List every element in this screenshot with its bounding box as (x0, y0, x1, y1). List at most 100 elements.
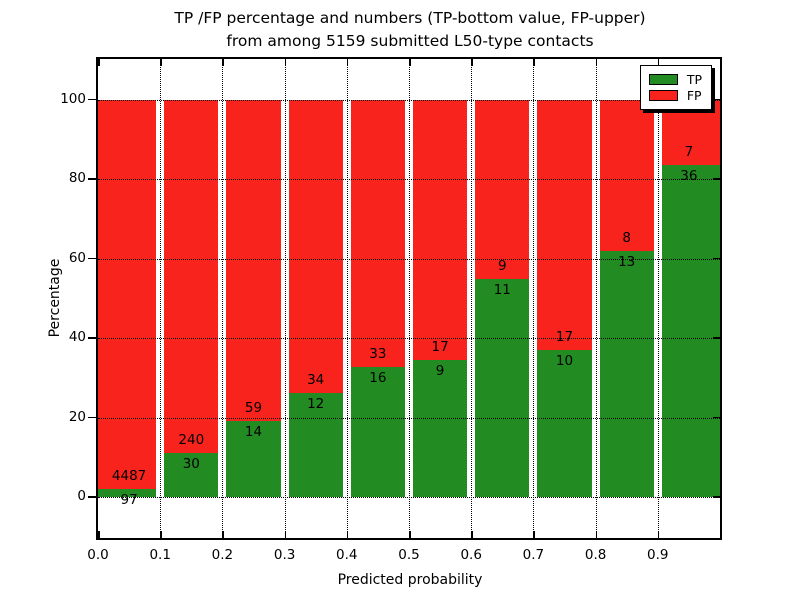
vertical-gridline (409, 59, 410, 538)
tp-bar-segment (350, 367, 405, 498)
x-tick-mark (657, 531, 660, 538)
tp-count-label: 16 (369, 370, 387, 387)
tp-bar-segment (475, 278, 530, 498)
fp-count-label: 59 (244, 399, 263, 416)
tp-bar-segment (288, 393, 343, 498)
vertical-gridline (346, 59, 348, 538)
x-tick-mark (160, 531, 162, 538)
x-tick-label: 0.6 (460, 547, 482, 563)
x-tick-label: 0.9 (647, 547, 669, 563)
x-axis-label: Predicted probability (337, 572, 483, 588)
tp-count-label: 97 (120, 491, 138, 508)
tp-count-label: 36 (680, 167, 698, 184)
tp-bar-segment (413, 359, 468, 498)
x-tick-mark (346, 531, 349, 538)
fp-count-label: 34 (307, 372, 325, 389)
fp-bar-segment (288, 99, 343, 394)
legend-label-fp: FP (686, 88, 702, 103)
x-tick-mark (98, 531, 100, 538)
tp-bar-segment (537, 349, 592, 498)
fp-bar-segment (98, 99, 157, 489)
plot-area: 4487 97 240 30 59 14 34 12 33 16 17 9 9 11 17 10 8 13 7 36 … (88, 57, 722, 540)
fp-count-label: 7 (684, 143, 694, 160)
tp-count-label: 14 (244, 423, 263, 440)
x-tick-mark (533, 531, 535, 538)
y-tick-label: 100 (60, 90, 86, 107)
y-tick-mark (713, 337, 720, 339)
y-tick-mark (88, 337, 96, 339)
y-tick-mark (88, 98, 96, 101)
fp-count-label: 17 (555, 328, 574, 345)
x-tick-mark (160, 59, 162, 66)
y-tick-label: 60 (68, 249, 86, 266)
y-tick-label: 0 (77, 488, 86, 505)
x-tick-label: 0.8 (584, 547, 607, 563)
tp-count-label: 12 (307, 396, 325, 413)
x-tick-label: 0.3 (273, 547, 296, 563)
fp-color-swatch (648, 90, 678, 101)
x-tick-label: 0.2 (211, 547, 234, 563)
legend-label-tp: TP (686, 72, 702, 87)
tp-bar-segment (164, 452, 219, 498)
vertical-gridline (657, 59, 659, 538)
tp-count-label: 11 (493, 281, 511, 298)
fp-count-label: 9 (497, 257, 507, 274)
y-tick-mark (88, 178, 96, 180)
tp-count-label: 30 (182, 455, 200, 472)
fp-count-label: 8 (622, 230, 631, 247)
vertical-gridline (471, 59, 473, 538)
tp-bar-segment (661, 164, 720, 498)
fp-count-label: 33 (369, 346, 387, 363)
chart-title-line1: TP /FP percentage and numbers (TP-bottom… (174, 9, 646, 27)
vertical-gridline (533, 59, 535, 538)
legend: TP FP (639, 65, 712, 110)
vertical-gridline (284, 59, 286, 538)
tp-count-label: 9 (435, 362, 445, 379)
fp-bar-segment (413, 99, 468, 360)
x-tick-mark (222, 531, 224, 538)
x-tick-mark (657, 59, 660, 66)
x-tick-mark (346, 59, 349, 66)
fp-count-label: 240 (178, 431, 205, 448)
fp-count-label: 4487 (111, 467, 147, 484)
fp-bar-segment (226, 99, 281, 421)
fp-bar-segment (164, 99, 219, 453)
fp-bar-segment (599, 99, 654, 252)
fp-bar-segment (350, 99, 405, 368)
x-tick-mark (533, 59, 535, 66)
x-tick-mark (471, 59, 473, 66)
x-tick-mark (98, 59, 100, 66)
vertical-gridline (160, 59, 162, 538)
fp-bar-segment (537, 99, 592, 350)
chart-title: TP /FP percentage and numbers (TP-bottom… (97, 7, 723, 54)
x-tick-mark (284, 531, 287, 538)
y-tick-mark (713, 416, 720, 419)
x-tick-label: 0.5 (398, 547, 420, 563)
vertical-gridline (595, 59, 597, 538)
fp-bar-segment (475, 99, 530, 279)
tp-bar-segment (98, 488, 157, 498)
y-tick-mark (713, 98, 720, 101)
y-tick-mark (713, 496, 720, 498)
x-tick-mark (284, 59, 287, 66)
fp-count-label: 17 (431, 338, 449, 355)
vertical-gridline (222, 59, 224, 538)
x-tick-label: 0.4 (336, 547, 358, 563)
tp-bar-segment (226, 420, 281, 498)
x-tick-mark (595, 531, 598, 538)
tp-color-swatch (648, 74, 678, 85)
chart-title-line2: from among 5159 submitted L50-type conta… (226, 32, 594, 51)
x-tick-label: 0.1 (149, 547, 171, 563)
y-tick-label: 80 (68, 170, 86, 187)
y-tick-label: 40 (68, 329, 86, 346)
legend-item-tp: TP (648, 72, 702, 87)
x-tick-label: 0.0 (87, 547, 109, 563)
y-axis-label: Percentage (47, 258, 63, 338)
x-tick-mark (222, 59, 224, 66)
y-tick-label: 20 (68, 408, 86, 425)
tp-count-label: 10 (555, 352, 574, 369)
x-tick-label: 0.7 (522, 547, 545, 563)
x-tick-mark (409, 59, 411, 66)
y-tick-mark (88, 416, 96, 419)
